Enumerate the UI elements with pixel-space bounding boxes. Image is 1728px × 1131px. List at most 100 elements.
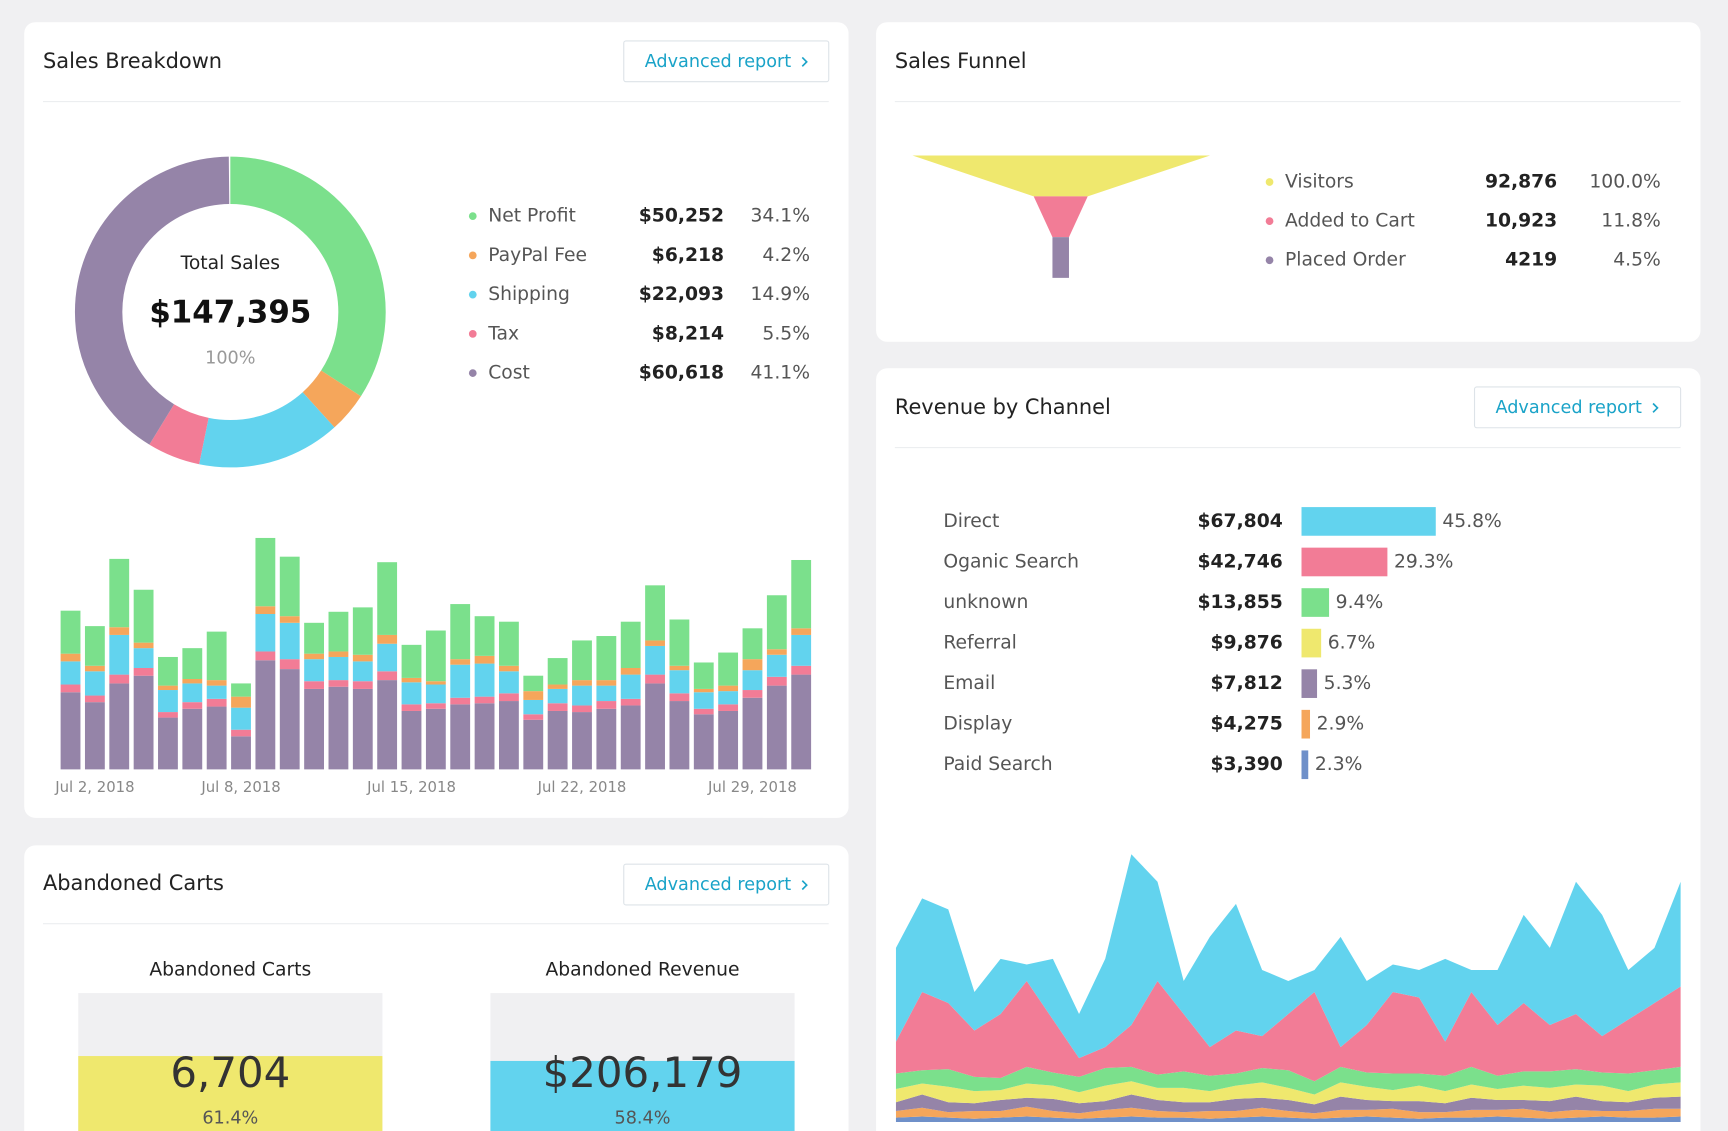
legend-amount: $22,093: [639, 284, 724, 305]
bar-segment: [158, 712, 178, 718]
channel-amount: $67,804: [1198, 511, 1283, 532]
bar-segment: [206, 680, 227, 686]
channel-amount: $7,812: [1211, 673, 1283, 694]
bar-segment: [791, 634, 812, 666]
bar-segment: [206, 631, 227, 681]
stage-pct: 4.5%: [1613, 250, 1661, 271]
bar-segment: [596, 708, 617, 770]
bar-segment: [791, 674, 812, 770]
stage-name: Added to Cart: [1285, 211, 1415, 232]
card-title: Sales Breakdown: [43, 49, 222, 73]
card: [24, 22, 849, 818]
legend-dot: [468, 369, 477, 377]
bar-segment: [523, 691, 544, 700]
bar-segment: [742, 659, 763, 671]
tile-pct: 58.4%: [614, 1109, 670, 1129]
legend-name: Tax: [487, 323, 519, 344]
bar-segment: [352, 661, 373, 682]
bar-segment: [450, 604, 471, 660]
bar-segment: [596, 701, 617, 709]
bar-segment: [84, 695, 105, 703]
donut-segment: [74, 156, 386, 468]
funnel-stage: [1052, 237, 1069, 278]
tile-value: $206,179: [543, 1048, 743, 1097]
legend-pct: 5.5%: [762, 323, 810, 344]
bar-segment: [255, 651, 276, 661]
channel-name: Paid Search: [943, 754, 1052, 775]
bar-segment: [474, 703, 495, 770]
bar-segment: [718, 710, 739, 770]
channel-amount: $4,275: [1211, 714, 1283, 735]
bar-segment: [693, 692, 714, 709]
channel-bar: [1301, 669, 1318, 698]
bar-segment: [669, 665, 690, 671]
bar-segment: [182, 702, 203, 709]
channel-pct: 6.7%: [1328, 633, 1376, 654]
legend-dot: [468, 212, 477, 221]
legend-dot: [468, 290, 477, 299]
bar-segment: [499, 621, 519, 666]
advanced-report-button[interactable]: Advanced report: [623, 863, 830, 906]
bar-segment: [182, 708, 203, 770]
bar-segment: [645, 585, 665, 641]
bar-segment: [669, 693, 690, 702]
bar-segment: [60, 692, 81, 770]
bar-segment: [352, 654, 373, 662]
area-layer: [895, 1116, 1681, 1123]
bar-segment: [304, 681, 324, 689]
bar-segment: [109, 558, 130, 628]
bar-segment: [547, 658, 568, 685]
channel-amount: $9,876: [1211, 633, 1283, 654]
bar-segment: [304, 688, 324, 770]
card-title: Abandoned Carts: [43, 871, 224, 895]
bar-segment: [158, 685, 178, 691]
channel-bar: [1301, 547, 1388, 577]
bar-segment: [182, 648, 203, 680]
bar-segment: [377, 643, 398, 672]
bar-segment: [401, 710, 422, 770]
bar-segment: [206, 698, 227, 707]
advanced-report-button[interactable]: Advanced report: [1473, 386, 1682, 429]
legend-amount: $8,214: [652, 323, 724, 344]
bar-segment: [425, 708, 446, 770]
bar-segment: [377, 634, 398, 644]
stage-count: 10,923: [1485, 211, 1557, 232]
legend-pct: 4.2%: [762, 245, 810, 266]
legend-pct: 14.9%: [751, 284, 810, 305]
channel-bar: [1301, 507, 1436, 536]
bar-segment: [182, 683, 203, 703]
donut-segment: [74, 156, 386, 468]
card-title: Revenue by Channel: [895, 395, 1111, 419]
bar-segment: [231, 696, 251, 708]
bar-segment: [547, 684, 568, 689]
bar-segment: [133, 642, 154, 649]
bar-segment: [547, 703, 568, 711]
stage-count: 4219: [1505, 250, 1557, 271]
channel-bar: [1301, 588, 1330, 617]
bar-segment: [304, 653, 324, 660]
channel-name: unknown: [943, 592, 1028, 613]
bar-segment: [499, 671, 519, 694]
bar-segment: [425, 630, 446, 682]
bar-segment: [620, 705, 641, 770]
bar-segment: [718, 691, 739, 705]
bar-segment: [450, 704, 471, 770]
bar-segment: [572, 640, 592, 681]
channel-name: Referral: [943, 633, 1017, 654]
legend-dot: [1265, 217, 1274, 225]
bar-segment: [523, 675, 544, 692]
bar-segment: [718, 685, 739, 692]
advanced-report-button[interactable]: Advanced report: [623, 40, 830, 83]
bar-segment: [304, 659, 324, 682]
bar-segment: [572, 685, 592, 706]
stage-name: Visitors: [1285, 171, 1354, 192]
bar-segment: [742, 670, 763, 691]
bar-segment: [133, 589, 154, 643]
legend-amount: $6,218: [652, 245, 724, 266]
chevron: [1652, 402, 1659, 413]
bar-segment: [352, 688, 373, 770]
bar-segment: [499, 701, 519, 770]
x-tick-label: Jul 15, 2018: [366, 778, 456, 796]
bar-segment: [474, 696, 495, 704]
legend-name: Cost: [488, 363, 530, 384]
